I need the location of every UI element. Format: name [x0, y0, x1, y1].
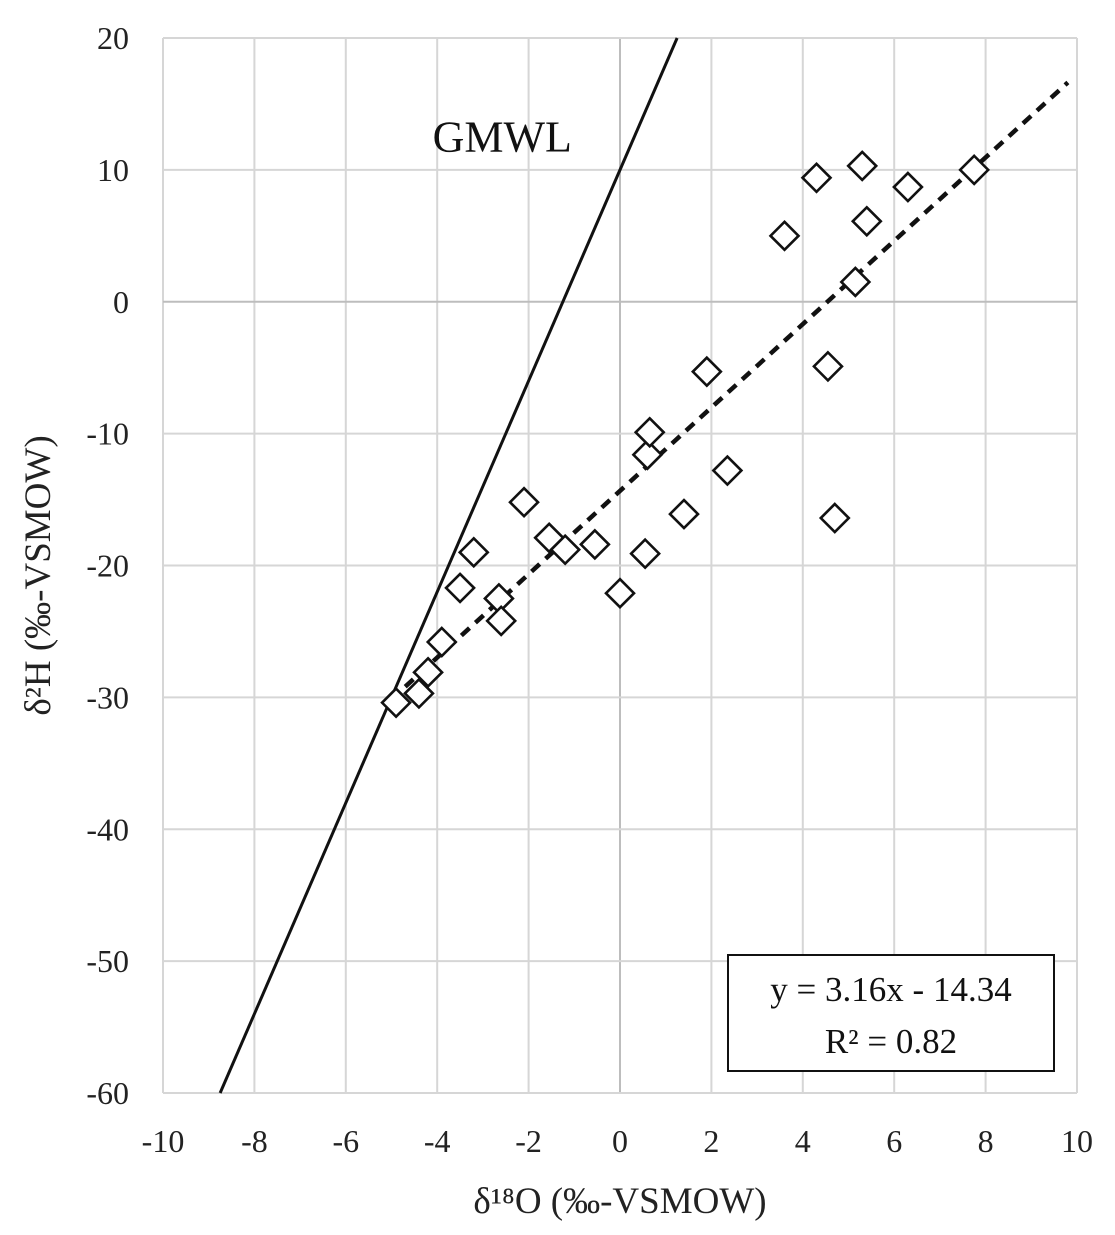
data-point-15	[633, 416, 666, 449]
data-point-14	[631, 438, 664, 471]
y-tick-label: 20	[97, 20, 129, 56]
y-tick-label: -60	[86, 1075, 129, 1111]
x-tick-label: 8	[978, 1123, 994, 1159]
data-point-25	[850, 205, 883, 238]
data-point-16	[668, 498, 700, 530]
data-point-18	[711, 454, 744, 487]
data-point-8	[508, 486, 540, 519]
y-axis-title: δ²H (‰-VSMOW)	[18, 435, 59, 715]
data-point-26	[892, 171, 924, 203]
x-tick-labels: -10 -8 -6 -4 -2 0 2 4 6 8 10	[142, 1123, 1093, 1159]
x-axis-title: δ¹⁸O (‰-VSMOW)	[473, 1181, 766, 1222]
equation-box: y = 3.16x - 14.34 R² = 0.82	[727, 954, 1055, 1072]
data-point-17	[690, 355, 723, 388]
y-tick-label: -40	[86, 811, 129, 847]
y-tick-label: -10	[86, 416, 129, 452]
data-point-10	[549, 533, 581, 566]
regression-equation: y = 3.16x - 14.34	[770, 970, 1011, 1009]
y-tick-label: -30	[86, 679, 129, 715]
x-tick-label: -4	[424, 1123, 451, 1159]
x-tick-label: -10	[142, 1123, 185, 1159]
y-tick-label: -50	[86, 943, 129, 979]
data-point-23	[839, 266, 872, 298]
data-point-7	[485, 605, 518, 637]
y-tick-label: 0	[113, 284, 129, 320]
data-point-22	[818, 502, 851, 534]
data-point-0	[380, 686, 412, 719]
data-point-13	[629, 537, 661, 570]
data-point-2	[412, 656, 444, 689]
x-tick-label: 2	[703, 1123, 719, 1159]
data-point-11	[579, 528, 611, 561]
x-tick-label: 6	[886, 1123, 902, 1159]
data-point-20	[800, 161, 833, 194]
x-tick-label: 10	[1061, 1123, 1093, 1159]
data-point-1	[403, 677, 435, 710]
data-point-19	[768, 219, 801, 252]
x-tick-label: 0	[612, 1123, 628, 1159]
gmwl-line	[218, 37, 679, 1094]
trend-line	[403, 80, 1070, 689]
data-point-4	[444, 572, 476, 604]
x-tick-label: 4	[795, 1123, 811, 1159]
y-tick-labels: -60 -50 -40 -30 -20 -10 0 10 20	[86, 20, 129, 1111]
x-tick-label: -6	[332, 1123, 359, 1159]
equation-box-border	[727, 954, 1055, 1072]
y-tick-label: 10	[97, 152, 129, 188]
data-point-27	[958, 154, 991, 186]
gmwl-label: GMWL	[433, 112, 572, 161]
data-point-12	[604, 577, 636, 610]
data-points	[380, 150, 991, 719]
data-point-3	[425, 626, 458, 658]
data-point-21	[812, 350, 844, 383]
data-point-24	[846, 150, 879, 182]
x-tick-label: -8	[241, 1123, 268, 1159]
r-squared: R² = 0.82	[825, 1022, 957, 1061]
y-tick-label: -20	[86, 548, 129, 584]
data-point-5	[457, 536, 490, 569]
x-tick-label: -2	[515, 1123, 542, 1159]
